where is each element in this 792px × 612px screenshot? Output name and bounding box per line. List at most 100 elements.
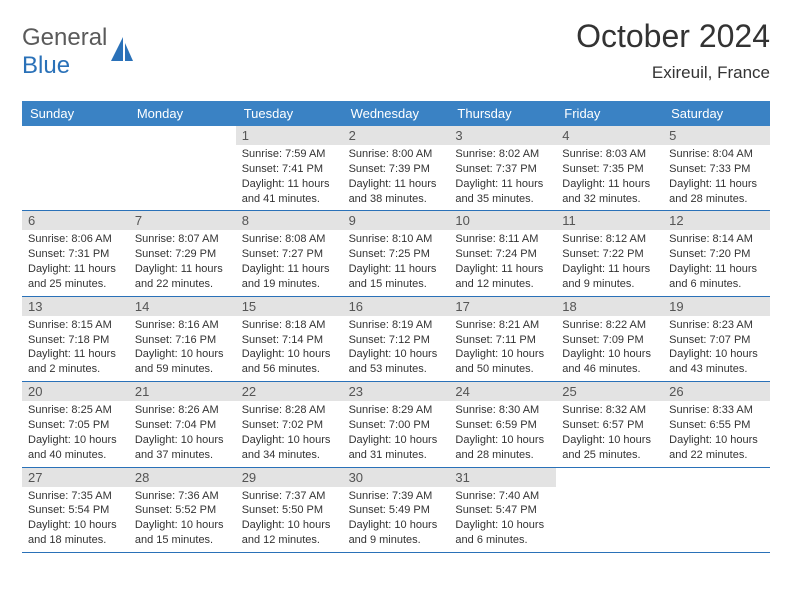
daylight-text: Daylight: 10 hours and 12 minutes. — [242, 518, 337, 548]
day-number — [129, 126, 236, 145]
day-number: 18 — [556, 297, 663, 316]
calendar-cell: 29Sunrise: 7:37 AMSunset: 5:50 PMDayligh… — [236, 468, 343, 552]
sunset-text: Sunset: 5:52 PM — [135, 503, 230, 518]
daylight-text: Daylight: 10 hours and 46 minutes. — [562, 347, 657, 377]
daylight-text: Daylight: 11 hours and 15 minutes. — [349, 262, 444, 292]
sunset-text: Sunset: 5:54 PM — [28, 503, 123, 518]
sunrise-text: Sunrise: 8:15 AM — [28, 318, 123, 333]
logo: General Blue — [22, 24, 135, 80]
day-info: Sunrise: 7:40 AMSunset: 5:47 PMDaylight:… — [449, 487, 556, 552]
calendar-cell — [556, 468, 663, 552]
sunset-text: Sunset: 7:05 PM — [28, 418, 123, 433]
sunset-text: Sunset: 7:24 PM — [455, 247, 550, 262]
calendar-cell: 22Sunrise: 8:28 AMSunset: 7:02 PMDayligh… — [236, 382, 343, 466]
day-number: 14 — [129, 297, 236, 316]
calendar-body: 1Sunrise: 7:59 AMSunset: 7:41 PMDaylight… — [22, 126, 770, 553]
day-number: 10 — [449, 211, 556, 230]
sunrise-text: Sunrise: 8:23 AM — [669, 318, 764, 333]
calendar-cell: 12Sunrise: 8:14 AMSunset: 7:20 PMDayligh… — [663, 211, 770, 295]
calendar-cell: 15Sunrise: 8:18 AMSunset: 7:14 PMDayligh… — [236, 297, 343, 381]
calendar-cell: 18Sunrise: 8:22 AMSunset: 7:09 PMDayligh… — [556, 297, 663, 381]
sunrise-text: Sunrise: 8:03 AM — [562, 147, 657, 162]
sunset-text: Sunset: 7:07 PM — [669, 333, 764, 348]
day-info: Sunrise: 8:25 AMSunset: 7:05 PMDaylight:… — [22, 401, 129, 466]
sunrise-text: Sunrise: 8:08 AM — [242, 232, 337, 247]
day-header-thu: Thursday — [449, 101, 556, 126]
day-number: 24 — [449, 382, 556, 401]
day-number — [22, 126, 129, 145]
sunrise-text: Sunrise: 8:30 AM — [455, 403, 550, 418]
day-header-tue: Tuesday — [236, 101, 343, 126]
sunrise-text: Sunrise: 8:10 AM — [349, 232, 444, 247]
sunset-text: Sunset: 7:33 PM — [669, 162, 764, 177]
day-info: Sunrise: 8:28 AMSunset: 7:02 PMDaylight:… — [236, 401, 343, 466]
day-header-sat: Saturday — [663, 101, 770, 126]
sunrise-text: Sunrise: 8:00 AM — [349, 147, 444, 162]
daylight-text: Daylight: 11 hours and 19 minutes. — [242, 262, 337, 292]
sunset-text: Sunset: 5:49 PM — [349, 503, 444, 518]
day-number: 6 — [22, 211, 129, 230]
day-number: 11 — [556, 211, 663, 230]
sunset-text: Sunset: 5:50 PM — [242, 503, 337, 518]
sunrise-text: Sunrise: 8:28 AM — [242, 403, 337, 418]
day-info: Sunrise: 8:19 AMSunset: 7:12 PMDaylight:… — [343, 316, 450, 381]
sunrise-text: Sunrise: 8:06 AM — [28, 232, 123, 247]
daylight-text: Daylight: 11 hours and 38 minutes. — [349, 177, 444, 207]
sunset-text: Sunset: 7:14 PM — [242, 333, 337, 348]
day-number: 3 — [449, 126, 556, 145]
day-number: 2 — [343, 126, 450, 145]
calendar-week: 1Sunrise: 7:59 AMSunset: 7:41 PMDaylight… — [22, 126, 770, 211]
calendar-cell: 31Sunrise: 7:40 AMSunset: 5:47 PMDayligh… — [449, 468, 556, 552]
day-number: 21 — [129, 382, 236, 401]
day-info: Sunrise: 8:11 AMSunset: 7:24 PMDaylight:… — [449, 230, 556, 295]
calendar-week: 13Sunrise: 8:15 AMSunset: 7:18 PMDayligh… — [22, 297, 770, 382]
daylight-text: Daylight: 10 hours and 56 minutes. — [242, 347, 337, 377]
day-number: 13 — [22, 297, 129, 316]
logo-general: General — [22, 24, 107, 51]
day-number: 4 — [556, 126, 663, 145]
calendar-cell: 9Sunrise: 8:10 AMSunset: 7:25 PMDaylight… — [343, 211, 450, 295]
daylight-text: Daylight: 11 hours and 12 minutes. — [455, 262, 550, 292]
daylight-text: Daylight: 11 hours and 41 minutes. — [242, 177, 337, 207]
calendar-cell: 2Sunrise: 8:00 AMSunset: 7:39 PMDaylight… — [343, 126, 450, 210]
header: General Blue October 2024 Exireuil, Fran… — [22, 18, 770, 83]
daylight-text: Daylight: 11 hours and 2 minutes. — [28, 347, 123, 377]
day-header-sun: Sunday — [22, 101, 129, 126]
day-info: Sunrise: 8:21 AMSunset: 7:11 PMDaylight:… — [449, 316, 556, 381]
sunrise-text: Sunrise: 7:40 AM — [455, 489, 550, 504]
calendar-cell: 10Sunrise: 8:11 AMSunset: 7:24 PMDayligh… — [449, 211, 556, 295]
sunset-text: Sunset: 7:12 PM — [349, 333, 444, 348]
title-block: October 2024 Exireuil, France — [576, 18, 770, 83]
sunrise-text: Sunrise: 8:11 AM — [455, 232, 550, 247]
day-number: 12 — [663, 211, 770, 230]
sunrise-text: Sunrise: 8:16 AM — [135, 318, 230, 333]
day-number: 19 — [663, 297, 770, 316]
calendar-cell: 19Sunrise: 8:23 AMSunset: 7:07 PMDayligh… — [663, 297, 770, 381]
daylight-text: Daylight: 11 hours and 32 minutes. — [562, 177, 657, 207]
logo-blue: Blue — [22, 52, 70, 79]
sunrise-text: Sunrise: 7:36 AM — [135, 489, 230, 504]
daylight-text: Daylight: 10 hours and 31 minutes. — [349, 433, 444, 463]
logo-text: General Blue — [22, 24, 107, 80]
calendar-week: 27Sunrise: 7:35 AMSunset: 5:54 PMDayligh… — [22, 468, 770, 553]
sunset-text: Sunset: 7:04 PM — [135, 418, 230, 433]
daylight-text: Daylight: 10 hours and 40 minutes. — [28, 433, 123, 463]
calendar-cell: 8Sunrise: 8:08 AMSunset: 7:27 PMDaylight… — [236, 211, 343, 295]
sunrise-text: Sunrise: 8:19 AM — [349, 318, 444, 333]
sunrise-text: Sunrise: 8:02 AM — [455, 147, 550, 162]
sail-icon — [109, 35, 135, 70]
sunset-text: Sunset: 7:27 PM — [242, 247, 337, 262]
sunset-text: Sunset: 7:35 PM — [562, 162, 657, 177]
daylight-text: Daylight: 11 hours and 35 minutes. — [455, 177, 550, 207]
day-number: 17 — [449, 297, 556, 316]
sunset-text: Sunset: 7:11 PM — [455, 333, 550, 348]
day-header-wed: Wednesday — [343, 101, 450, 126]
daylight-text: Daylight: 10 hours and 34 minutes. — [242, 433, 337, 463]
day-info: Sunrise: 8:23 AMSunset: 7:07 PMDaylight:… — [663, 316, 770, 381]
sunrise-text: Sunrise: 8:21 AM — [455, 318, 550, 333]
day-info: Sunrise: 8:29 AMSunset: 7:00 PMDaylight:… — [343, 401, 450, 466]
calendar-cell — [129, 126, 236, 210]
day-number — [556, 468, 663, 487]
day-info: Sunrise: 8:08 AMSunset: 7:27 PMDaylight:… — [236, 230, 343, 295]
calendar-cell: 20Sunrise: 8:25 AMSunset: 7:05 PMDayligh… — [22, 382, 129, 466]
